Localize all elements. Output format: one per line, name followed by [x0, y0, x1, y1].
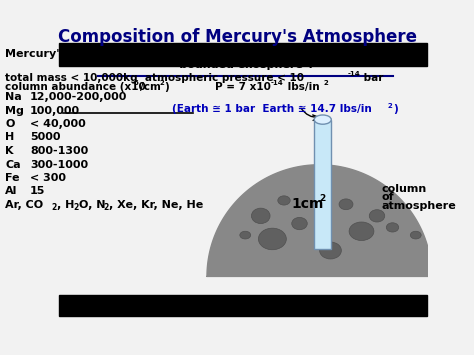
- Text: total mass < 10,000kg  atmospheric pressure < 10: total mass < 10,000kg atmospheric pressu…: [5, 73, 304, 83]
- Text: Mg: Mg: [5, 105, 24, 115]
- Text: column abundance (x10: column abundance (x10: [5, 82, 146, 92]
- Ellipse shape: [292, 217, 307, 230]
- Text: < 300: < 300: [30, 173, 66, 183]
- Text: 2: 2: [73, 203, 78, 213]
- Text: O: O: [5, 119, 14, 129]
- Text: 800-1300: 800-1300: [30, 146, 88, 156]
- Ellipse shape: [314, 115, 331, 124]
- Text: 6: 6: [134, 80, 139, 86]
- Text: 2: 2: [323, 80, 328, 86]
- Text: (Earth ≅ 1 bar  Earth ≅ 14.7 lbs/in: (Earth ≅ 1 bar Earth ≅ 14.7 lbs/in: [172, 104, 372, 114]
- Text: O, N: O, N: [79, 200, 106, 210]
- Ellipse shape: [278, 196, 290, 205]
- Text: Al: Al: [5, 186, 18, 197]
- Bar: [59, 43, 427, 66]
- Text: 5000: 5000: [30, 132, 61, 142]
- Text: of: of: [381, 192, 393, 202]
- Text: , H: , H: [57, 200, 74, 210]
- Text: K: K: [5, 146, 13, 156]
- Text: < 40,000: < 40,000: [30, 119, 86, 129]
- Text: 12,000-200,000: 12,000-200,000: [30, 92, 128, 102]
- Text: column: column: [381, 184, 426, 194]
- Text: Composition of Mercury's Atmosphere: Composition of Mercury's Atmosphere: [57, 28, 417, 46]
- Text: 2: 2: [103, 203, 108, 213]
- Ellipse shape: [410, 231, 421, 239]
- Text: lbs/in: lbs/in: [284, 82, 319, 92]
- Text: bounded exosphere".: bounded exosphere".: [5, 60, 313, 70]
- Ellipse shape: [369, 210, 385, 222]
- Text: Ar, CO: Ar, CO: [5, 200, 43, 210]
- Text: 100,000: 100,000: [30, 105, 80, 115]
- Text: , Xe, Kr, Ne, He: , Xe, Kr, Ne, He: [109, 200, 203, 210]
- Ellipse shape: [258, 228, 286, 250]
- Text: -14: -14: [348, 71, 361, 77]
- Text: ): ): [393, 104, 398, 114]
- Text: 2: 2: [319, 194, 325, 203]
- Text: bar: bar: [360, 73, 383, 83]
- Text: 2: 2: [388, 103, 393, 109]
- Text: P = 7 x10: P = 7 x10: [215, 82, 271, 92]
- Text: Fe: Fe: [5, 173, 19, 183]
- Text: Mercury's atmosphereis sometimes called "a surface: Mercury's atmosphereis sometimes called …: [5, 49, 335, 59]
- Ellipse shape: [349, 222, 374, 240]
- Text: 300-1000: 300-1000: [30, 159, 88, 169]
- Text: Na: Na: [5, 92, 22, 102]
- Text: -14: -14: [271, 80, 284, 86]
- Text: H: H: [5, 132, 14, 142]
- Ellipse shape: [339, 199, 353, 210]
- Text: 1cm: 1cm: [291, 197, 323, 211]
- Text: /cm: /cm: [140, 82, 161, 92]
- Text: ): ): [164, 82, 169, 92]
- Text: 15: 15: [30, 186, 46, 197]
- Bar: [59, 295, 427, 316]
- Ellipse shape: [386, 223, 399, 232]
- Text: Ca: Ca: [5, 159, 21, 169]
- Text: 2: 2: [51, 203, 56, 213]
- Ellipse shape: [240, 231, 251, 239]
- Text: 2: 2: [159, 80, 164, 86]
- Ellipse shape: [319, 242, 341, 259]
- Ellipse shape: [251, 208, 270, 224]
- Text: atmosphere: atmosphere: [381, 201, 456, 211]
- Bar: [314, 120, 331, 249]
